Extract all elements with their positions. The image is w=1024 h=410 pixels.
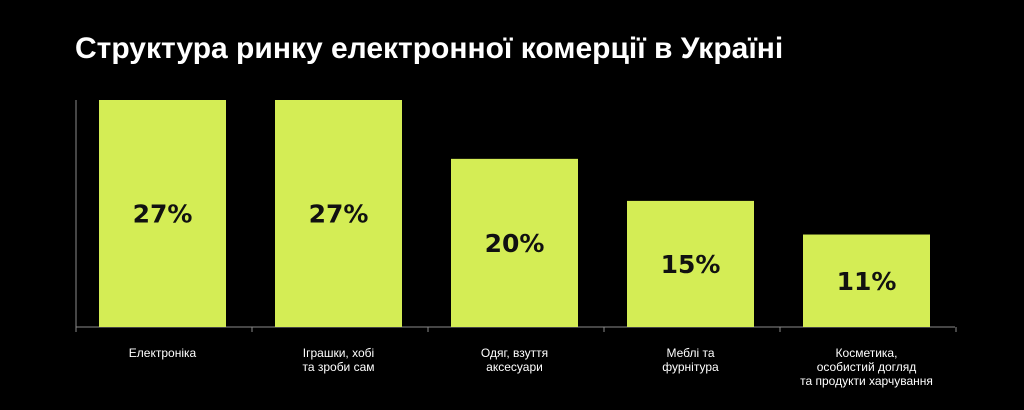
bar-value-label: 11% <box>837 267 897 296</box>
category-label: Електроніка <box>129 346 197 360</box>
bar-value-label: 20% <box>485 229 545 258</box>
bar <box>627 200 754 327</box>
chart-title: Структура ринку електронної комерції в У… <box>75 32 784 65</box>
category-label: Одяг, взуття аксесуари <box>481 346 548 374</box>
chart-bars <box>99 100 930 327</box>
value-labels: 27% 27% 20% 15% 11% <box>133 200 897 296</box>
category-label: Іграшки, хобі та зроби сам <box>302 346 374 374</box>
bar <box>275 100 402 327</box>
category-labels: Електроніка Іграшки, хобі та зроби сам Одяг… <box>129 346 933 388</box>
category-label: Меблі та фурнітура <box>662 346 719 374</box>
category-label: Косметика, особистий догляд та продукти ха… <box>800 346 933 388</box>
bar <box>99 100 226 327</box>
bar-value-label: 27% <box>309 200 369 229</box>
bar-value-label: 15% <box>661 250 721 279</box>
bar <box>803 234 930 327</box>
bar <box>451 158 578 327</box>
bar-value-label: 27% <box>133 200 193 229</box>
